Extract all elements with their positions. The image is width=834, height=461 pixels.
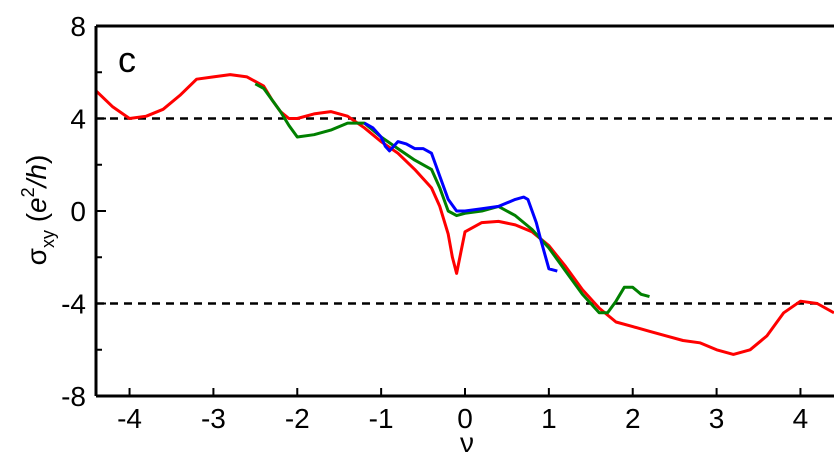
y-tick-label: 8 (70, 11, 86, 42)
x-tick-label: 4 (793, 403, 809, 434)
y-tick-label: -4 (61, 289, 86, 320)
x-tick-label: 0 (457, 403, 473, 434)
y-axis-unit-h: /h (21, 164, 52, 189)
x-tick-label: 1 (541, 403, 557, 434)
y-axis-ticks: -8 -4 0 4 8 (61, 11, 106, 412)
y-tick-label: -8 (61, 381, 86, 412)
y-axis-unit-open: ( (21, 212, 52, 230)
reference-lines (96, 117, 834, 305)
x-tick-label: 2 (625, 403, 641, 434)
x-tick-label: -3 (201, 403, 226, 434)
series-line (254, 82, 650, 315)
x-tick-label: 3 (709, 403, 725, 434)
panel-label: c (118, 39, 136, 80)
y-axis-unit-close: ) (21, 155, 52, 164)
series-line (363, 121, 558, 273)
y-axis-unit-e: e (21, 197, 52, 213)
y-tick-label: 4 (70, 104, 86, 135)
y-axis-symbol: σ (21, 248, 52, 265)
y-tick-label: 0 (70, 196, 86, 227)
x-tick-label: -2 (285, 403, 310, 434)
x-tick-label: -1 (369, 403, 394, 434)
x-tick-label: -4 (117, 403, 142, 434)
series-layer (94, 73, 834, 356)
y-axis-title: σxy (e2/h) (18, 155, 58, 266)
x-axis-title: ν (460, 427, 474, 458)
series-line (94, 73, 834, 356)
y-axis-unit-superscript: 2 (18, 187, 38, 197)
y-axis-subscript: xy (38, 230, 58, 248)
x-axis-ticks: -4 -3 -2 -1 0 1 2 3 4 (117, 388, 808, 434)
